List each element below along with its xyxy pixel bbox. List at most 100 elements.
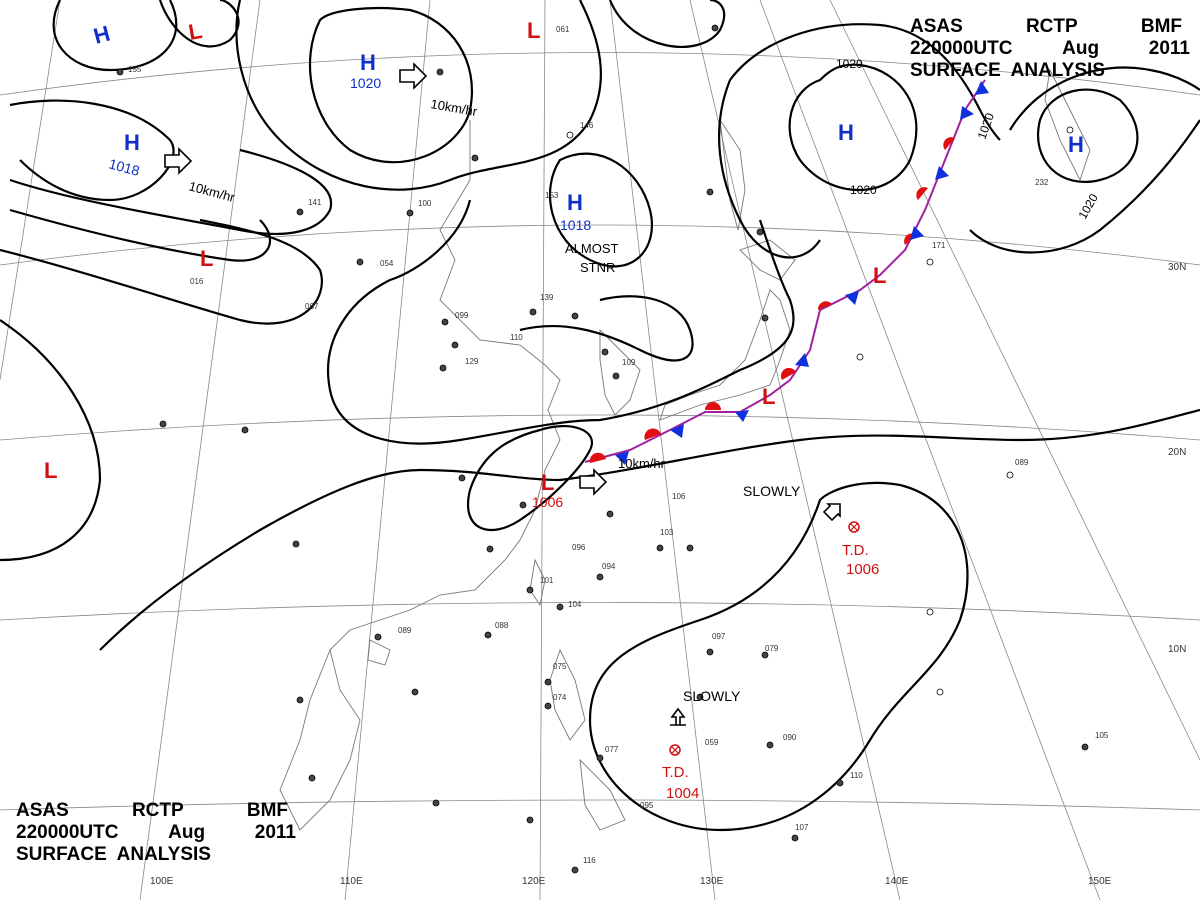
- station-dot: [571, 866, 579, 874]
- isobar-east-1020-2: [717, 79, 821, 259]
- station-value: 116: [583, 856, 596, 865]
- warm-front-sym-5: [817, 301, 832, 310]
- lon-110e-line: [344, 0, 431, 900]
- station-value: 090: [783, 733, 797, 742]
- motion-arrow-td2: [670, 707, 686, 726]
- station-dot: [926, 258, 934, 266]
- cold-front-sym-7: [935, 166, 949, 180]
- lon-label-150e: 150E: [1088, 876, 1112, 887]
- station-dot: [519, 501, 527, 509]
- td-label: T.D.: [842, 542, 869, 559]
- station-value: 101: [540, 576, 554, 585]
- cold-front-sym-4: [795, 353, 809, 367]
- hainan: [367, 639, 391, 666]
- header-time: 220000UTC: [16, 822, 119, 843]
- isobar-nw-low: [158, 0, 240, 48]
- station-value: 104: [568, 600, 582, 609]
- cold-front-sym-5: [845, 291, 859, 305]
- td-symbol: [669, 744, 681, 756]
- isobar-value: 1020: [975, 111, 997, 141]
- station-dot: [601, 348, 609, 356]
- station-dot: [836, 779, 844, 787]
- station-value: 096: [572, 543, 586, 552]
- cold-front-sym-8: [960, 106, 974, 120]
- station-value: 089: [398, 626, 412, 635]
- warm-front-sym-3: [705, 402, 721, 410]
- station-dot: [686, 544, 694, 552]
- station-dot: [606, 510, 614, 518]
- stationary-front-line: [584, 79, 986, 463]
- high-center: H: [567, 190, 583, 215]
- lon-130e-line: [609, 0, 716, 900]
- station-dot: [766, 741, 774, 749]
- td-motion: SLOWLY: [743, 483, 801, 499]
- philippines-south: [579, 758, 626, 831]
- header-year: 2011: [1148, 38, 1190, 59]
- station-dot: [356, 258, 364, 266]
- station-dot: [436, 68, 444, 76]
- station-dot: [596, 754, 604, 762]
- lon-label-100e: 100E: [150, 876, 174, 887]
- station-dot: [791, 834, 799, 842]
- station-dot: [296, 208, 304, 216]
- header-station: RCTP: [131, 800, 184, 821]
- station-value: 129: [465, 357, 479, 366]
- header-line-1: ASAS RCTP BMF: [910, 16, 1182, 38]
- station-dot: [566, 131, 574, 139]
- warm-front-semicircles: [589, 137, 955, 463]
- station-dot: [761, 651, 769, 659]
- header-time: 220000UTC: [910, 38, 1013, 59]
- isobar-value: 1020: [1075, 191, 1101, 221]
- isobar-west-band-1: [9, 148, 333, 236]
- motion-arrow-low: [579, 468, 608, 496]
- td-pressure: 1004: [666, 785, 699, 802]
- station-dot: [936, 688, 944, 696]
- station-dot: [526, 586, 534, 594]
- station-dot: [374, 633, 382, 641]
- grid-labels: 100E 110E 120E 130E 140E 150E 30N 20N 10…: [150, 262, 1186, 887]
- station-dot: [526, 816, 534, 824]
- high-pressure-value: 1020: [350, 75, 381, 91]
- fronts: [584, 79, 989, 465]
- lon-label-120e: 120E: [522, 876, 546, 887]
- header-title: SURFACE ANALYSIS: [910, 60, 1105, 81]
- kamchatka: [1044, 68, 1091, 182]
- cold-front-sym-1: [615, 451, 629, 465]
- low-pressure-value: 1006: [532, 494, 563, 510]
- station-dot: [458, 474, 466, 482]
- warm-front-sym-2: [644, 428, 661, 440]
- lat-40n-line: [0, 52, 1200, 96]
- station-value: 106: [672, 492, 686, 501]
- isobar-japan: [327, 199, 795, 445]
- station-values: 155 141 100 054 067 016 139 110 099 129 …: [128, 25, 1109, 865]
- lon-140e-line: [689, 0, 901, 900]
- lon-160e-line: [829, 0, 1200, 761]
- isobar-west-l: [0, 319, 102, 562]
- station-value: 088: [495, 621, 509, 630]
- isobar-north-big: [235, 0, 602, 191]
- warm-front-sym-1: [589, 452, 606, 463]
- header-line-2: 220000UTC Aug 2011: [910, 38, 1190, 60]
- station-plots: [116, 24, 1089, 874]
- station-value: 110: [850, 771, 863, 780]
- header-year: 2011: [254, 822, 296, 843]
- station-value: 094: [602, 562, 616, 571]
- station-value: 105: [1095, 731, 1109, 740]
- station-value: 155: [128, 65, 142, 74]
- td-motion: SLOWLY: [683, 688, 741, 704]
- header-month: Aug: [1062, 38, 1100, 59]
- almost-label: ALMOST: [565, 241, 619, 256]
- low-center: L: [873, 263, 886, 288]
- motion-speed-label: 10km/hr: [618, 456, 666, 471]
- isobar-yellow-sea: [519, 295, 694, 362]
- isobar-td-east: [588, 481, 969, 832]
- station-value: 059: [705, 738, 719, 747]
- high-center: H: [360, 50, 376, 75]
- lat-20n-line: [0, 414, 1200, 441]
- station-dot: [571, 312, 579, 320]
- isobar-east-1020-4: [969, 119, 1200, 254]
- cold-front-sym-6: [910, 226, 924, 240]
- station-dot: [292, 540, 300, 548]
- header-type: BMF: [1140, 16, 1182, 37]
- isobar-1018-center: [548, 152, 653, 268]
